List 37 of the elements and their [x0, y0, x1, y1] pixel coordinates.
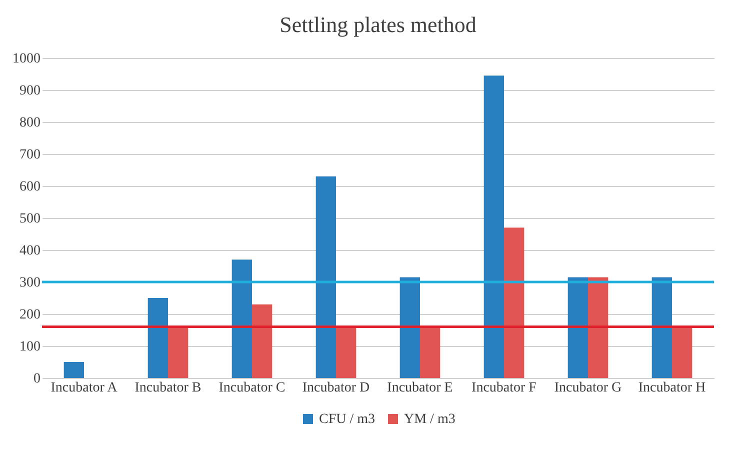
- y-tick-label: 400: [20, 244, 40, 258]
- x-tick-label: Incubator H: [638, 380, 706, 396]
- bar: [400, 277, 420, 378]
- bar: [504, 228, 524, 378]
- x-tick-label: Incubator E: [387, 380, 453, 396]
- y-tick-label: 200: [20, 308, 40, 322]
- y-tick-label: 0: [34, 372, 40, 386]
- bar: [148, 298, 168, 378]
- bar: [316, 176, 336, 378]
- x-tick-label: Incubator G: [554, 380, 622, 396]
- bar: [652, 277, 672, 378]
- x-tick-label: Incubator A: [50, 380, 118, 396]
- legend-label: CFU / m3: [319, 412, 376, 427]
- bar: [64, 362, 84, 378]
- x-tick-label: Incubator F: [472, 380, 537, 396]
- y-tick-label: 600: [20, 180, 40, 194]
- x-tick-label: Incubator B: [134, 380, 202, 396]
- bar: [252, 304, 272, 378]
- bar: [672, 326, 692, 378]
- legend-label: YM / m3: [404, 412, 456, 427]
- x-tick-label: Incubator C: [218, 380, 286, 396]
- chart-title: Settling plates method: [280, 12, 476, 37]
- y-tick-label: 1000: [12, 52, 40, 66]
- bar: [484, 76, 504, 378]
- bar: [336, 326, 356, 378]
- y-tick-label: 500: [20, 212, 40, 226]
- bar: [168, 326, 188, 378]
- bar: [568, 277, 588, 378]
- y-tick-label: 300: [20, 276, 40, 290]
- y-tick-label: 100: [20, 340, 40, 354]
- bar: [588, 277, 608, 378]
- y-tick-label: 700: [20, 148, 40, 162]
- bar: [232, 260, 252, 378]
- bar: [420, 326, 440, 378]
- y-tick-label: 900: [20, 84, 40, 98]
- y-tick-label: 800: [20, 116, 40, 130]
- x-tick-label: Incubator D: [302, 380, 370, 396]
